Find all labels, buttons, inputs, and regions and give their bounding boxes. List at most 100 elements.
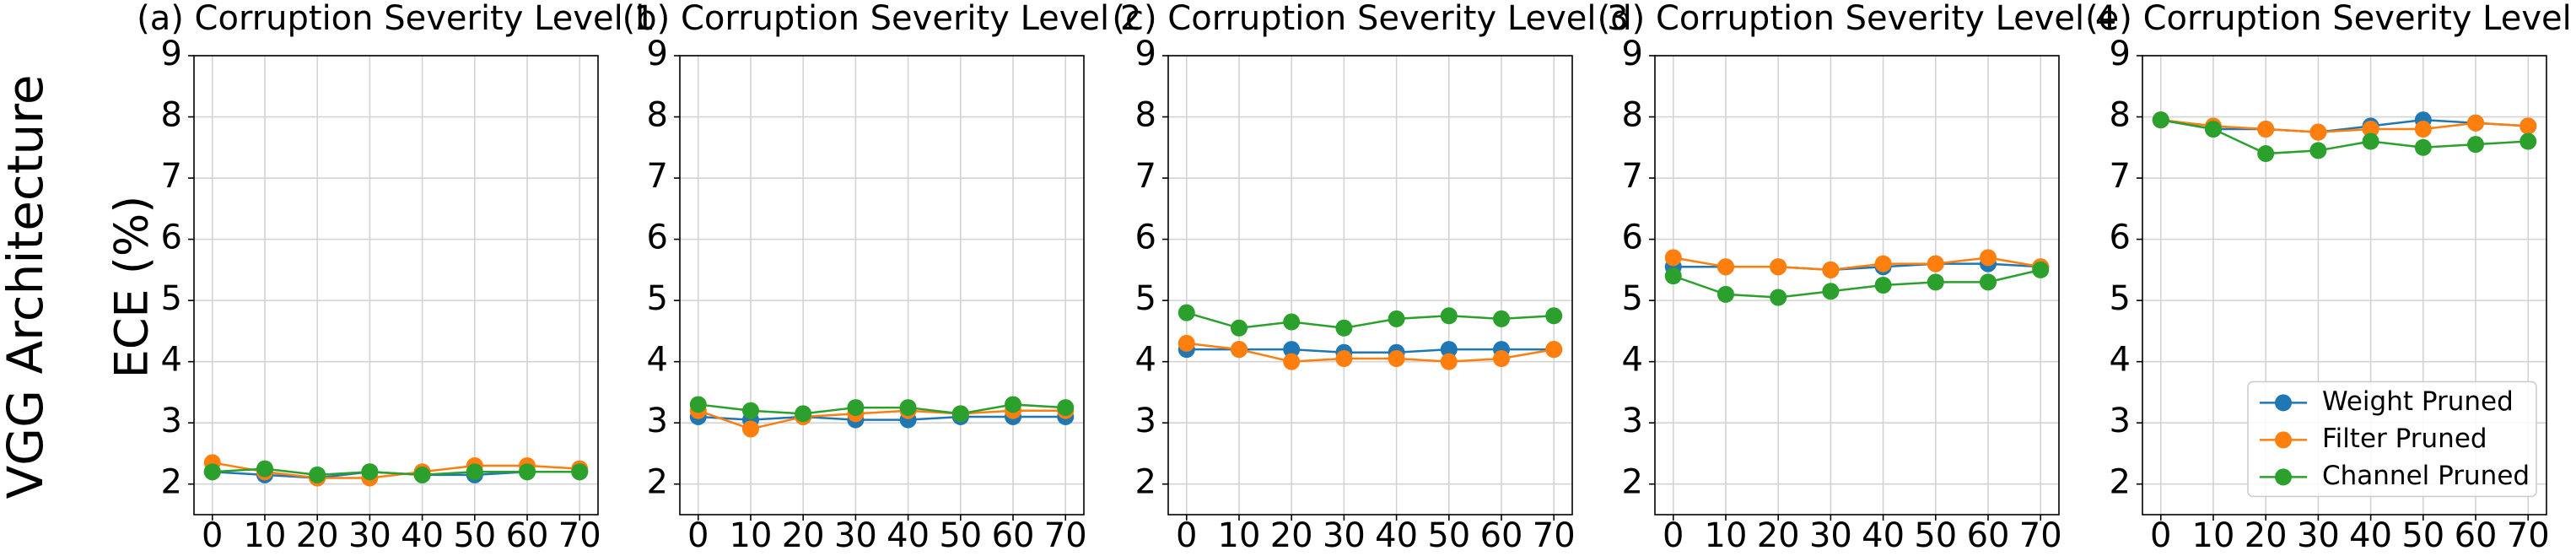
data-point bbox=[1664, 249, 1682, 267]
legend: Weight Pruned Filter Pruned Channel Pruned bbox=[2247, 381, 2537, 498]
data-point bbox=[2467, 136, 2485, 154]
data-point bbox=[1230, 319, 1248, 337]
x-tick-label: 50 bbox=[453, 516, 496, 555]
panel-title: (d) Corruption Severity Level 4 bbox=[1598, 0, 2117, 38]
data-point bbox=[2152, 111, 2169, 129]
data-point bbox=[2362, 132, 2379, 150]
y-tick-label: 8 bbox=[2110, 96, 2131, 135]
y-tick-label: 3 bbox=[1622, 402, 1643, 440]
y-tick-label: 6 bbox=[647, 219, 668, 257]
y-tick-label: 4 bbox=[161, 341, 182, 380]
panel: (d) Corruption Severity Level 4 2 3 4 5 6 7 8 9 0… bbox=[1598, 0, 2117, 555]
data-point bbox=[1283, 313, 1301, 331]
data-point bbox=[2257, 145, 2275, 163]
data-point bbox=[2309, 123, 2327, 141]
series-line bbox=[2160, 118, 2529, 155]
plot-frame bbox=[2142, 55, 2547, 516]
data-point bbox=[309, 466, 326, 483]
y-tick-label: 4 bbox=[2110, 341, 2131, 380]
y-tick-label: 5 bbox=[1135, 279, 1156, 318]
data-point bbox=[1493, 350, 1511, 368]
y-tick-label: 7 bbox=[1622, 157, 1643, 196]
y-tick-label: 2 bbox=[161, 463, 182, 502]
data-point bbox=[466, 463, 483, 481]
data-point bbox=[1493, 310, 1511, 327]
legend-label: Weight Pruned bbox=[2322, 386, 2514, 417]
x-tick-label: 20 bbox=[1270, 516, 1313, 555]
y-tick-label: 9 bbox=[1622, 35, 1643, 73]
data-point bbox=[1980, 273, 1997, 291]
y-tick-label: 8 bbox=[1622, 96, 1643, 135]
panel-title: (c) Corruption Severity Level 3 bbox=[1112, 0, 1628, 38]
data-point bbox=[689, 396, 707, 413]
x-tick-label: 40 bbox=[2349, 516, 2392, 555]
x-tick-label: 20 bbox=[296, 516, 339, 555]
x-tick-label: 60 bbox=[2455, 516, 2498, 555]
data-point bbox=[1283, 353, 1301, 370]
data-point bbox=[1874, 277, 1892, 294]
data-point bbox=[519, 463, 536, 481]
data-point bbox=[847, 399, 865, 417]
data-point bbox=[1388, 310, 1405, 327]
series-line bbox=[212, 462, 580, 479]
plot-frame bbox=[1167, 55, 1573, 516]
data-point bbox=[2519, 132, 2537, 150]
series-line bbox=[698, 409, 1066, 430]
panel-title: (a) Corruption Severity Level 1 bbox=[137, 0, 655, 38]
y-tick-label: 2 bbox=[1622, 463, 1643, 502]
data-point bbox=[2519, 117, 2537, 135]
y-tick-label: 4 bbox=[647, 341, 668, 380]
y-tick-label: 7 bbox=[1135, 157, 1156, 196]
data-point bbox=[1545, 307, 1563, 325]
data-point bbox=[2257, 121, 2275, 138]
y-tick-label: 6 bbox=[1622, 219, 1643, 257]
x-tick-label: 30 bbox=[2297, 516, 2340, 555]
panel: (e) Corruption Severity Level 5 2 3 4 5 6 7 8 9 0… bbox=[2085, 0, 2576, 555]
y-tick-label: 7 bbox=[161, 157, 182, 196]
data-point bbox=[2032, 261, 2050, 278]
panel-title: (e) Corruption Severity Level 5 bbox=[2085, 0, 2576, 38]
y-tick-label: 2 bbox=[2110, 463, 2131, 502]
x-tick-label: 30 bbox=[834, 516, 877, 555]
x-tick-label: 0 bbox=[687, 516, 709, 555]
y-tick-label: 9 bbox=[2110, 35, 2131, 73]
x-tick-label: 10 bbox=[1218, 516, 1261, 555]
y-axis-label: ECE (%) bbox=[105, 196, 159, 379]
data-point bbox=[1822, 261, 1840, 278]
x-tick-label: 20 bbox=[2245, 516, 2288, 555]
data-point bbox=[1005, 396, 1022, 413]
y-tick-label: 5 bbox=[1622, 279, 1643, 318]
x-tick-label: 50 bbox=[939, 516, 982, 555]
x-tick-label: 50 bbox=[1427, 516, 1470, 555]
y-tick-label: 8 bbox=[1135, 96, 1156, 135]
data-point bbox=[1440, 341, 1458, 359]
x-tick-label: 70 bbox=[2507, 516, 2550, 555]
x-tick-label: 30 bbox=[348, 516, 391, 555]
data-point bbox=[951, 405, 969, 423]
plot-frame bbox=[679, 55, 1085, 516]
data-point bbox=[2204, 121, 2222, 138]
x-tick-label: 0 bbox=[2150, 516, 2171, 555]
data-point bbox=[1230, 341, 1248, 359]
data-point bbox=[1664, 267, 1682, 285]
y-tick-label: 3 bbox=[1135, 402, 1156, 440]
legend-marker bbox=[2275, 394, 2292, 412]
data-point bbox=[571, 463, 589, 481]
x-tick-label: 40 bbox=[1375, 516, 1418, 555]
y-tick-label: 3 bbox=[647, 402, 668, 440]
series-line bbox=[1186, 348, 1555, 354]
plot-frame bbox=[193, 55, 599, 516]
x-tick-label: 70 bbox=[2019, 516, 2062, 555]
x-tick-label: 10 bbox=[1705, 516, 1748, 555]
data-point bbox=[741, 420, 759, 438]
x-tick-label: 20 bbox=[1757, 516, 1800, 555]
y-tick-label: 6 bbox=[1135, 219, 1156, 257]
data-point bbox=[1545, 341, 1563, 359]
data-point bbox=[1440, 307, 1458, 325]
y-tick-label: 6 bbox=[2110, 219, 2131, 257]
series-line bbox=[698, 415, 1066, 421]
x-tick-label: 50 bbox=[1914, 516, 1957, 555]
x-tick-label: 60 bbox=[992, 516, 1035, 555]
series-line bbox=[2160, 118, 2529, 133]
